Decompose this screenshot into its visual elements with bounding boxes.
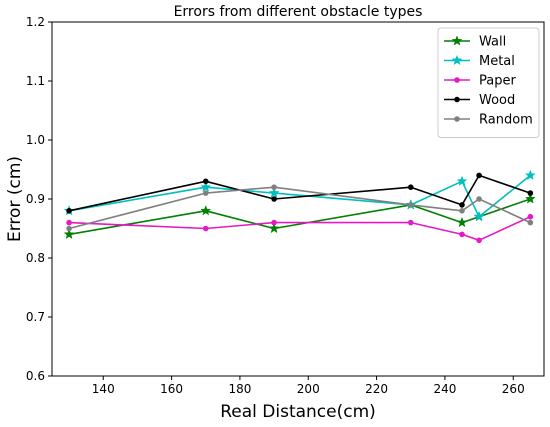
data-point-random [459,208,465,214]
data-point-metal [456,175,468,186]
legend-marker-wall [451,35,463,46]
data-point-wall [63,228,75,240]
series-paper [66,213,534,244]
data-point-random [271,184,277,190]
legend-marker-wood [454,96,460,103]
data-point-paper [271,219,277,226]
y-tick-label: 0.9 [26,192,45,206]
y-tick-label: 0.7 [26,310,45,324]
data-point-metal [200,181,212,192]
data-point-wood [271,196,277,202]
legend-item-wood: Wood [444,93,515,108]
series-wood [66,172,534,214]
data-point-wood [66,208,72,214]
data-point-random [202,190,209,196]
data-point-wood [202,178,209,185]
data-point-metal [473,210,485,222]
data-point-paper [476,237,482,244]
legend-marker-metal [451,54,463,66]
series-random [66,184,534,232]
data-point-paper [459,231,465,238]
data-point-paper [407,219,414,226]
data-point-paper [66,219,72,226]
data-point-wood [527,190,534,196]
data-point-random [527,219,534,226]
y-tick-label: 1.2 [26,15,45,29]
legend-label-paper: Paper [479,74,516,89]
y-tick-label: 0.8 [26,251,45,265]
series-layer [63,169,536,244]
x-axis-title: Real Distance(cm) [220,402,376,422]
y-axis-title: Error (cm) [5,156,25,242]
legend-label-wall: Wall [479,35,506,50]
data-point-wood [476,172,482,179]
legend-item-wall: Wall [444,35,506,50]
axis-ticks: 140 160 180 200 220 240 260 0.6 0.7 0.8 0.9 1.0 1.1 1… [26,15,525,396]
legend-item-paper: Paper [444,74,516,89]
chart-title: Errors from different obstacle types [174,4,423,20]
legend-marker-paper [454,77,460,83]
x-tick-label: 160 [160,382,183,396]
x-tick-label: 200 [297,382,320,396]
legend-label-metal: Metal [479,54,515,69]
data-point-wood [407,184,414,190]
y-tick-label: 0.6 [26,369,45,383]
data-point-wall [524,193,536,204]
y-tick-label: 1.0 [26,133,45,147]
data-point-wall [456,216,468,228]
y-tick-label: 1.1 [26,74,45,88]
data-point-paper [527,213,534,220]
legend-item-random: Random [444,113,533,128]
legend-box [437,27,540,138]
x-tick-label: 180 [228,382,251,396]
legend: Wall Metal Paper Wood Random [437,27,540,138]
data-point-random [476,196,482,202]
legend-label-wood: Wood [479,93,515,108]
legend-label-random: Random [479,113,533,128]
data-point-metal [268,187,280,198]
data-point-wood [459,202,465,208]
legend-marker-random [454,116,460,122]
x-tick-label: 220 [365,382,388,396]
data-point-random [66,225,72,232]
legend-item-metal: Metal [444,54,515,69]
x-tick-label: 260 [502,382,525,396]
data-point-paper [202,225,209,232]
data-point-metal [524,169,536,181]
data-point-wall [268,222,280,234]
x-tick-label: 240 [433,382,456,396]
data-point-wall [200,205,212,216]
x-tick-label: 140 [92,382,115,396]
data-point-random [407,202,414,208]
